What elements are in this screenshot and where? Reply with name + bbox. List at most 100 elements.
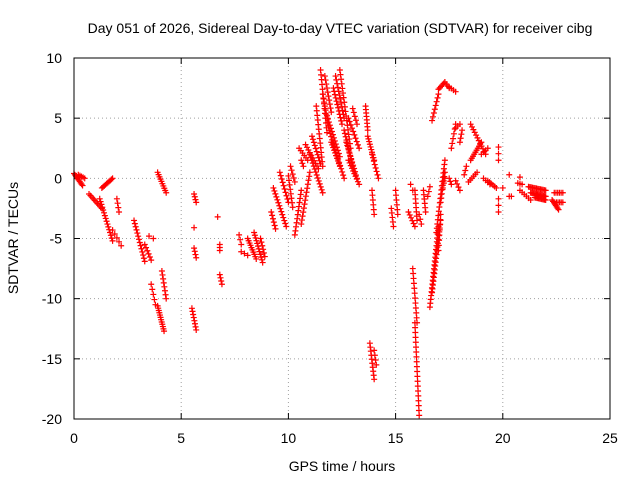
data-point-marker [193,326,200,333]
data-point-marker [160,279,167,286]
data-point-marker [345,145,352,152]
data-point-marker [323,85,330,92]
data-point-marker [109,227,116,234]
data-point-marker [333,76,340,83]
data-point-marker [258,256,265,263]
y-tick-label: -15 [42,351,62,367]
y-tick-label: 0 [54,170,62,186]
data-point-marker [314,174,321,181]
y-tick-label: 5 [54,110,62,126]
data-point-marker [354,121,361,128]
data-point-marker [116,209,123,216]
data-point-marker [310,163,317,170]
data-point-marker [189,308,196,315]
data-point-marker [474,169,481,176]
data-point-marker [158,267,165,274]
data-point-marker [131,220,138,227]
data-point-marker [441,175,448,182]
data-point-marker [559,199,566,206]
data-point-marker [333,155,340,162]
data-point-marker [287,163,294,170]
data-point-marker [301,201,308,208]
data-point-marker [456,139,463,146]
data-point-marker [300,163,307,170]
data-point-marker [272,190,279,197]
data-point-marker [286,177,293,184]
data-point-marker [336,67,343,74]
data-point-marker [188,305,195,312]
data-point-marker [289,204,296,211]
data-point-marker [308,133,315,140]
data-point-marker [354,178,361,185]
x-tick-label: 15 [388,430,404,446]
data-point-marker [101,209,108,216]
data-point-marker [323,81,330,88]
data-point-marker [236,231,243,238]
data-point-marker [191,248,198,255]
data-point-marker [283,223,290,230]
data-point-marker [366,141,373,148]
data-point-marker [356,181,363,188]
data-point-marker [430,110,437,117]
data-point-marker [349,125,356,132]
data-point-marker [135,233,142,240]
data-point-marker [474,134,481,141]
data-point-marker [332,94,339,101]
data-point-marker [312,145,319,152]
data-point-marker [347,152,354,159]
data-point-marker [131,217,138,224]
data-point-marker [516,174,523,181]
data-point-marker [373,361,380,368]
y-axis-label: SDTVAR / TECUs [5,182,21,294]
data-point-marker [319,163,326,170]
chart-title: Day 051 of 2026, Sidereal Day-to-day VTE… [88,20,593,36]
data-point-marker [290,175,297,182]
x-axis-label: GPS time / hours [289,458,396,474]
data-point-marker [191,245,198,252]
data-point-marker [481,148,488,155]
data-point-marker [470,126,477,133]
x-tick-label: 25 [602,430,618,446]
data-point-marker [190,314,197,321]
data-point-marker [371,347,378,354]
data-point-marker [277,172,284,179]
data-point-marker [318,186,325,193]
data-point-marker [306,169,313,176]
data-point-marker [478,143,485,150]
data-point-marker [193,254,200,261]
y-tick-label: 10 [46,50,62,66]
data-point-marker [334,157,341,164]
data-point-marker [111,230,118,237]
data-point-marker [160,275,167,282]
data-point-marker [417,216,424,223]
data-point-marker [408,214,415,221]
data-point-marker [268,209,275,216]
data-point-marker [107,232,114,239]
data-point-marker [332,73,339,80]
data-point-marker [346,149,353,156]
data-point-marker [300,205,307,212]
data-point-marker [139,248,146,255]
data-point-marker [309,136,316,143]
data-point-marker [259,242,266,249]
data-point-marker [305,177,312,184]
data-point-marker [100,207,107,214]
data-point-marker [253,255,260,262]
data-point-marker [333,152,340,159]
data-point-marker [283,192,290,199]
data-point-marker [339,107,346,114]
data-point-marker [437,216,444,223]
data-point-marker [451,125,458,132]
data-point-marker [559,189,566,196]
data-point-marker [352,117,359,124]
data-point-marker [133,226,140,233]
data-point-marker [256,248,263,255]
data-point-marker [138,245,145,252]
data-point-marker [275,199,282,206]
data-point-marker [273,193,280,200]
data-point-marker [163,189,170,196]
data-point-marker [469,123,476,130]
data-point-marker [270,184,277,191]
data-point-marker [304,181,311,188]
data-point-marker [416,211,423,218]
